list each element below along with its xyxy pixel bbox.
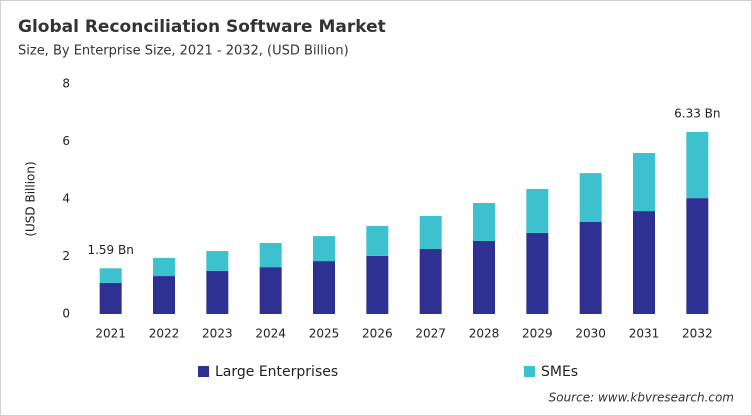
legend-label: Large Enterprises: [215, 364, 338, 380]
bar-segment: [686, 132, 709, 199]
bar-segment: [259, 267, 282, 314]
x-tick-label: 2031: [629, 327, 660, 341]
x-tick-label: 2029: [522, 327, 553, 341]
bar-segment: [99, 282, 122, 314]
total-label: 6.33 Bn: [674, 107, 720, 121]
bar-segment: [153, 276, 175, 314]
bar-segment: [313, 261, 335, 314]
bar-segment: [153, 257, 175, 277]
source: Source: www.kbvresearch.com: [549, 391, 734, 405]
x-tick-label: 2026: [362, 327, 393, 341]
bar-segment: [366, 255, 389, 314]
x-tick-label: 2023: [202, 327, 233, 341]
bar-segment: [473, 203, 495, 241]
total-label: 1.59 Bn: [87, 243, 133, 257]
bar-segment: [526, 188, 549, 233]
chart-title: Global Reconciliation Software Market: [18, 17, 386, 37]
bar-segment: [526, 232, 549, 314]
x-tick-label: 2022: [149, 327, 180, 341]
bar-segment: [419, 249, 442, 314]
x-tick-label: 2030: [575, 327, 606, 341]
bar-segment: [313, 236, 335, 262]
x-tick-label: 2028: [469, 327, 500, 341]
chart-subtitle: Size, By Enterprise Size, 2021 - 2032, (…: [18, 44, 349, 59]
bar-segment: [579, 173, 602, 222]
bar-segment: [366, 226, 389, 256]
bar-segment: [99, 268, 122, 283]
legend-swatch: [198, 366, 209, 377]
y-tick-label: 6: [62, 134, 70, 148]
y-axis-label: (USD Billion): [24, 161, 38, 236]
bar-segment: [473, 240, 495, 314]
bar-segment: [633, 153, 655, 212]
x-tick-label: 2027: [415, 327, 446, 341]
y-tick-label: 0: [62, 307, 70, 321]
x-tick-label: 2032: [682, 327, 713, 341]
legend-swatch: [524, 366, 535, 377]
bar-segment: [259, 242, 282, 268]
x-tick-label: 2021: [95, 327, 126, 341]
bar-segment: [686, 198, 709, 314]
legend-label: SMEs: [541, 364, 578, 380]
y-tick-label: 2: [62, 249, 70, 263]
bar-segment: [206, 270, 229, 314]
bar-segment: [419, 215, 442, 250]
bar-segment: [579, 222, 602, 314]
x-tick-label: 2024: [255, 327, 286, 341]
bar-segment: [206, 251, 229, 271]
bar-segment: [633, 211, 655, 314]
y-tick-label: 8: [62, 77, 70, 91]
x-tick-label: 2025: [309, 327, 340, 341]
y-tick-label: 4: [62, 192, 70, 206]
